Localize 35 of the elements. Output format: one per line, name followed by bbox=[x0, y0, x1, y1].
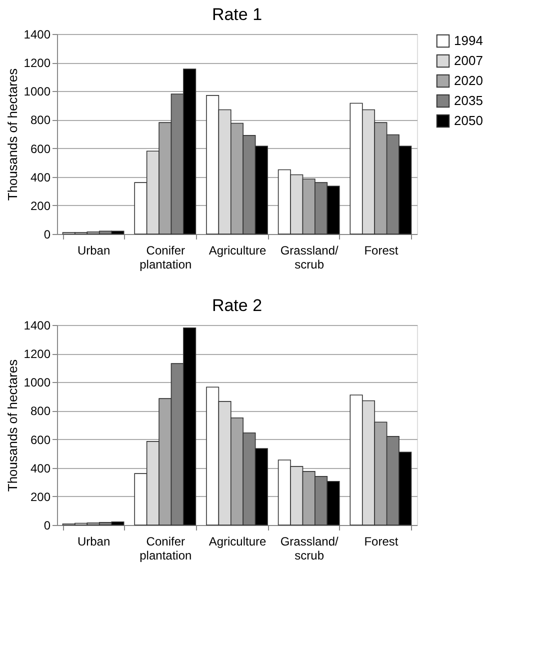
y-axis-title: Thousands of hectares bbox=[4, 68, 20, 201]
y-tick-label: 1400 bbox=[24, 28, 51, 42]
chart-title: Rate 1 bbox=[212, 5, 262, 24]
legend-label: 2035 bbox=[454, 93, 483, 108]
y-tick-label: 400 bbox=[30, 170, 51, 184]
x-tick-label: Forest bbox=[364, 244, 399, 258]
y-tick-label: 600 bbox=[30, 432, 51, 447]
y-tick-label: 400 bbox=[30, 461, 51, 476]
y-tick-label: 1200 bbox=[24, 347, 51, 362]
x-tick-label: Urban bbox=[77, 534, 110, 548]
x-tick-label: Grassland/ scrub bbox=[280, 244, 340, 272]
y-tick-label: 1400 bbox=[24, 318, 51, 332]
x-tick-label: Agriculture bbox=[208, 244, 267, 258]
y-tick-label: 1200 bbox=[24, 56, 51, 70]
y-tick-label: 0 bbox=[44, 228, 51, 242]
x-tick-label: Forest bbox=[364, 534, 399, 548]
y-axis-title: Thousands of hectares bbox=[4, 358, 20, 492]
y-tick-label: 600 bbox=[30, 142, 51, 156]
x-tick-label: Urban bbox=[77, 244, 110, 258]
y-tick-label: 1000 bbox=[24, 84, 51, 99]
y-tick-label: 200 bbox=[30, 198, 51, 213]
legend-label: 2020 bbox=[454, 73, 483, 88]
legend-label: 1994 bbox=[454, 33, 483, 48]
y-tick-label: 800 bbox=[30, 113, 51, 128]
x-tick-label: Agriculture bbox=[208, 534, 267, 548]
y-tick-label: 0 bbox=[44, 518, 51, 532]
x-tick-label: Conifer plantation bbox=[140, 244, 192, 272]
legend-label: 2007 bbox=[454, 53, 483, 68]
y-tick-label: 1000 bbox=[24, 376, 51, 390]
y-tick-label: 800 bbox=[30, 404, 51, 418]
x-tick-label: Conifer plantation bbox=[140, 534, 192, 562]
x-tick-label: Grassland/ scrub bbox=[280, 534, 340, 562]
legend-label: 2050 bbox=[454, 113, 483, 128]
y-tick-label: 200 bbox=[30, 490, 51, 504]
chart-title: Rate 2 bbox=[212, 296, 262, 315]
